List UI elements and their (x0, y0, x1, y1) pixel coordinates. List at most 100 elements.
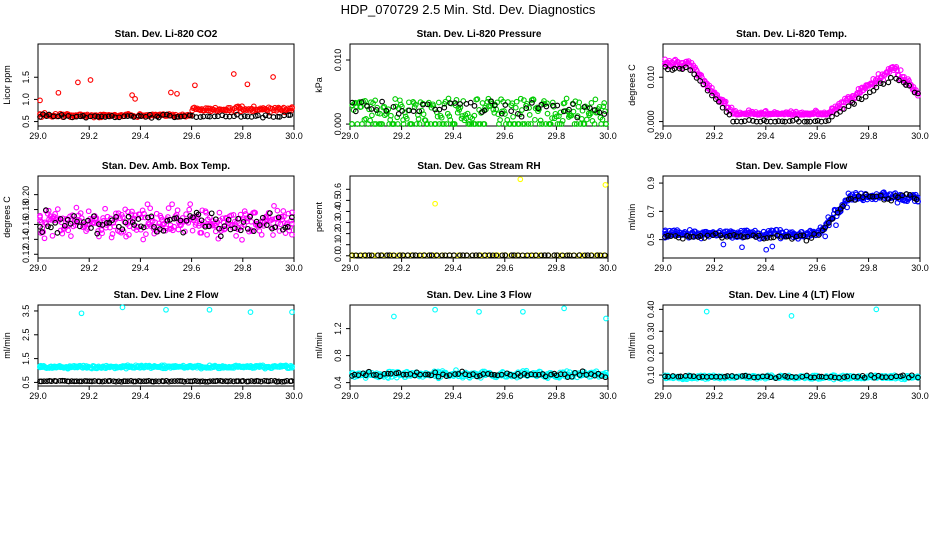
data-point (715, 98, 722, 105)
data-point (109, 217, 115, 224)
data-point (488, 98, 494, 105)
data-point (665, 232, 671, 239)
data-point (238, 114, 244, 120)
data-point (744, 233, 751, 240)
data-point (158, 214, 164, 221)
y-tick-label: 0.2 (333, 227, 343, 240)
y-axis-label: ml/min (627, 204, 637, 231)
data-point (255, 112, 261, 119)
data-point (841, 106, 847, 112)
data-point (384, 252, 390, 259)
data-point (143, 231, 149, 237)
data-point (235, 215, 242, 222)
data-point (433, 252, 440, 259)
data-point (216, 209, 223, 216)
data-point (508, 252, 515, 259)
data-point (252, 209, 258, 216)
data-point (726, 111, 733, 118)
data-point (248, 218, 255, 225)
data-point (362, 372, 369, 379)
data-point (533, 252, 539, 259)
data-point (730, 118, 736, 125)
data-point (287, 112, 294, 118)
data-point (367, 117, 373, 124)
data-point (670, 373, 676, 379)
data-point (476, 252, 483, 259)
data-point (92, 113, 98, 119)
data-point (126, 231, 132, 238)
y-axis-label: degrees C (627, 64, 637, 106)
data-point (54, 206, 61, 212)
y-axis-label: ml/min (2, 332, 12, 359)
data-point (498, 110, 505, 117)
data-point (769, 243, 776, 250)
data-point (37, 97, 43, 104)
data-point (602, 108, 608, 115)
data-point (703, 308, 710, 315)
data-point (169, 201, 175, 208)
data-point (366, 368, 372, 375)
x-tick-label: 29.6 (808, 131, 826, 141)
data-point (578, 116, 585, 122)
data-point (77, 113, 84, 120)
data-point (561, 100, 568, 106)
data-point (390, 104, 397, 110)
data-point (488, 371, 495, 378)
data-point (391, 252, 397, 259)
data-point (289, 363, 295, 370)
data-point (445, 95, 452, 102)
data-point (122, 378, 129, 385)
data-point (288, 220, 295, 227)
data-point (150, 378, 157, 385)
data-point (435, 373, 442, 380)
data-point (446, 372, 453, 378)
data-point (75, 79, 81, 86)
data-point (521, 121, 528, 127)
data-point (512, 104, 519, 111)
data-point (443, 121, 450, 127)
data-point (793, 233, 800, 240)
data-point (722, 98, 729, 105)
x-tick-label: 29.2 (393, 131, 411, 141)
data-point (55, 113, 62, 120)
data-point (588, 252, 595, 259)
data-point (116, 114, 123, 121)
data-point (734, 233, 740, 240)
data-point (177, 217, 184, 224)
data-point (160, 378, 167, 385)
data-point (377, 373, 383, 380)
data-point (85, 208, 92, 215)
x-tick-label: 29.8 (548, 391, 566, 401)
data-point (700, 81, 707, 88)
x-tick-label: 29.6 (496, 391, 514, 401)
data-point (130, 114, 137, 120)
y-tick-label: 0.5 (21, 376, 31, 389)
data-point (222, 225, 229, 232)
y-tick-label: 0.1 (333, 238, 343, 251)
data-point (65, 227, 72, 234)
data-point (742, 372, 749, 379)
data-point (763, 246, 770, 253)
data-point (424, 101, 431, 108)
data-point (840, 203, 846, 209)
data-point (107, 378, 113, 384)
data-point (526, 105, 532, 111)
data-point (709, 84, 715, 91)
data-point (416, 121, 423, 127)
data-point (259, 214, 266, 221)
data-point (45, 207, 52, 214)
series-reference (349, 368, 609, 381)
data-point (245, 378, 252, 385)
data-point (260, 223, 267, 229)
data-point (191, 378, 198, 384)
data-point (231, 225, 238, 232)
data-point (57, 216, 64, 222)
x-tick-label: 30.0 (911, 263, 929, 273)
data-point (395, 369, 402, 376)
data-point (135, 113, 142, 119)
data-point (132, 96, 138, 102)
plot-frame (37, 304, 295, 387)
data-point (756, 232, 762, 239)
data-point (733, 374, 740, 380)
data-point (385, 370, 391, 377)
